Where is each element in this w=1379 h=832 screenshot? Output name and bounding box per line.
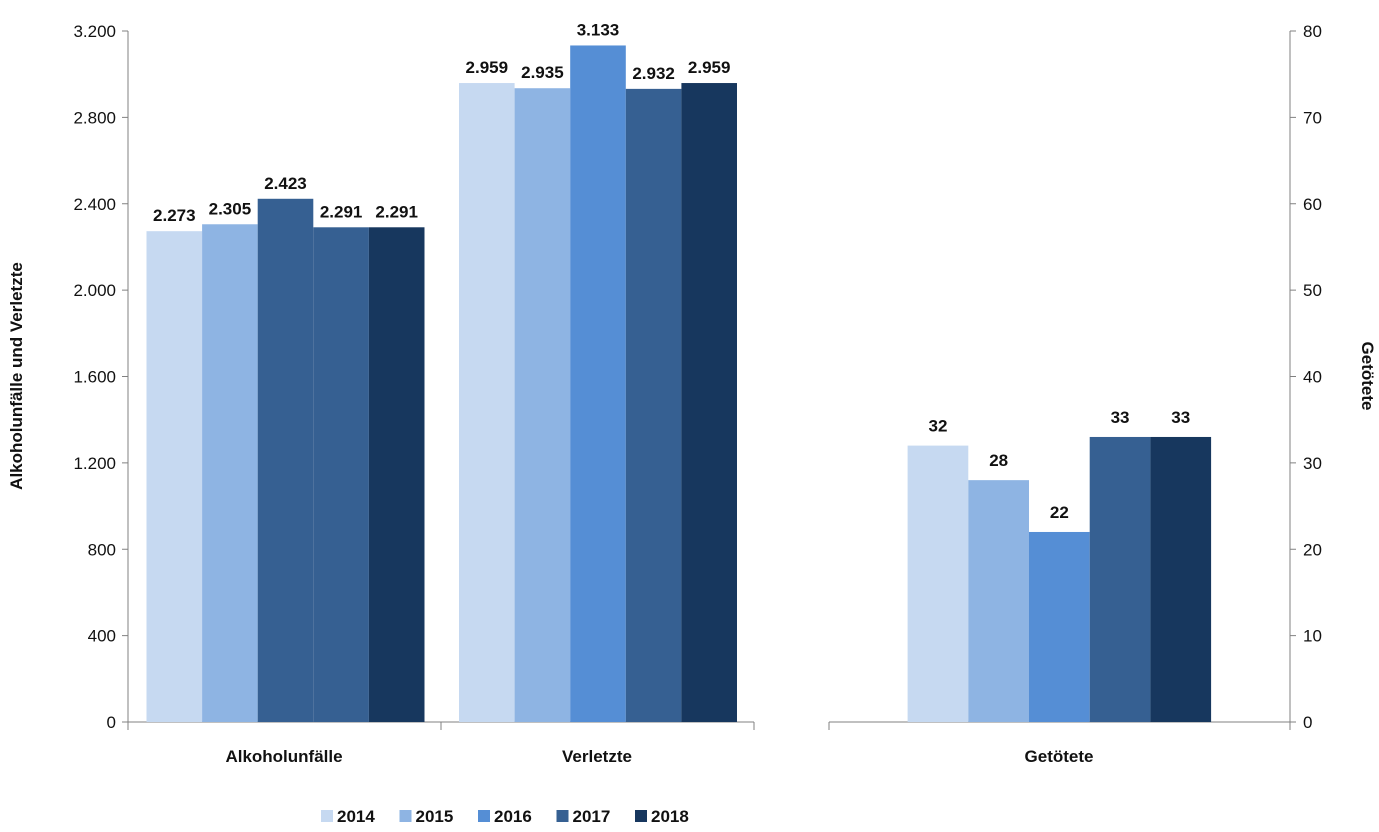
right-y-tick-label: 70 [1303,108,1322,127]
bar [368,227,425,723]
bars [146,45,1212,723]
right-y-tick-label: 10 [1303,627,1322,646]
bar [570,45,626,722]
legend-item: 2016 [478,807,532,826]
legend-swatch [321,810,333,822]
legend-label: 2014 [337,807,375,826]
legend-swatch [399,810,412,822]
right-y-axis-title: Getötete [1358,342,1377,411]
left-y-tick-label: 1.200 [73,454,116,473]
data-label: 2.935 [521,63,564,82]
legend-swatch [478,810,490,822]
legend-label: 2017 [573,807,611,826]
right-y-tick-label: 0 [1303,713,1312,732]
data-label: 2.959 [466,58,509,77]
data-label: 2.932 [632,64,675,83]
left-y-tick-label: 800 [88,540,116,559]
bar [1029,531,1090,722]
category-label: Alkoholunfälle [225,747,342,766]
left-y-tick-label: 2.800 [73,108,116,127]
legend-label: 2015 [416,807,454,826]
left-y-tick-label: 2.400 [73,195,116,214]
bar [514,88,571,722]
category-label: Getötete [1025,747,1094,766]
data-label: 28 [989,451,1008,470]
legend-item: 2015 [399,807,454,826]
bar [681,83,737,722]
legend-swatch [635,810,647,822]
data-label: 32 [928,417,947,436]
data-label: 22 [1050,503,1069,522]
axes: 0 400 800 1.200 1.600 2.000 2.400 2.800 3.200 0 10… [7,22,1377,766]
data-label: 33 [1111,408,1130,427]
left-y-tick-label: 2.000 [73,281,116,300]
data-label: 2.291 [375,202,418,221]
left-y-tick-label: 400 [88,627,116,646]
right-y-tick-label: 40 [1303,368,1322,387]
bar [459,83,515,722]
legend-label: 2016 [494,807,532,826]
legend-label: 2018 [651,807,689,826]
bar [1150,436,1212,722]
data-labels: 2.273 2.305 2.423 2.291 2.291 2.959 2.935 3.133… [153,20,1190,522]
data-label: 2.291 [320,202,363,221]
legend-swatch [556,810,569,822]
data-label: 2.305 [209,199,252,218]
legend-item: 2018 [635,807,689,826]
bar [625,88,682,723]
bar [1089,436,1151,722]
legend-item: 2017 [556,807,611,826]
left-y-tick-label: 1.600 [73,368,116,387]
right-y-tick-label: 30 [1303,454,1322,473]
bar [257,198,314,722]
data-label: 2.273 [153,206,196,225]
right-y-tick-label: 60 [1303,195,1322,214]
bar [202,224,258,722]
right-y-tick-label: 20 [1303,540,1322,559]
category-label: Verletzte [562,747,632,766]
bar [907,445,969,722]
bar [146,231,203,722]
legend-item: 2014 [321,807,375,826]
left-y-axis-title: Alkoholunfälle und Verletzte [7,262,26,490]
bar [968,480,1029,722]
data-label: 2.959 [688,58,731,77]
left-y-tick-label: 3.200 [73,22,116,41]
legend: 2014 2015 2016 2017 2018 [321,807,689,826]
data-label: 3.133 [577,20,620,39]
right-y-tick-label: 80 [1303,22,1322,41]
bar [313,227,369,723]
data-label: 33 [1171,408,1190,427]
data-label: 2.423 [264,174,307,193]
right-y-tick-label: 50 [1303,281,1322,300]
left-y-tick-label: 0 [107,713,116,732]
